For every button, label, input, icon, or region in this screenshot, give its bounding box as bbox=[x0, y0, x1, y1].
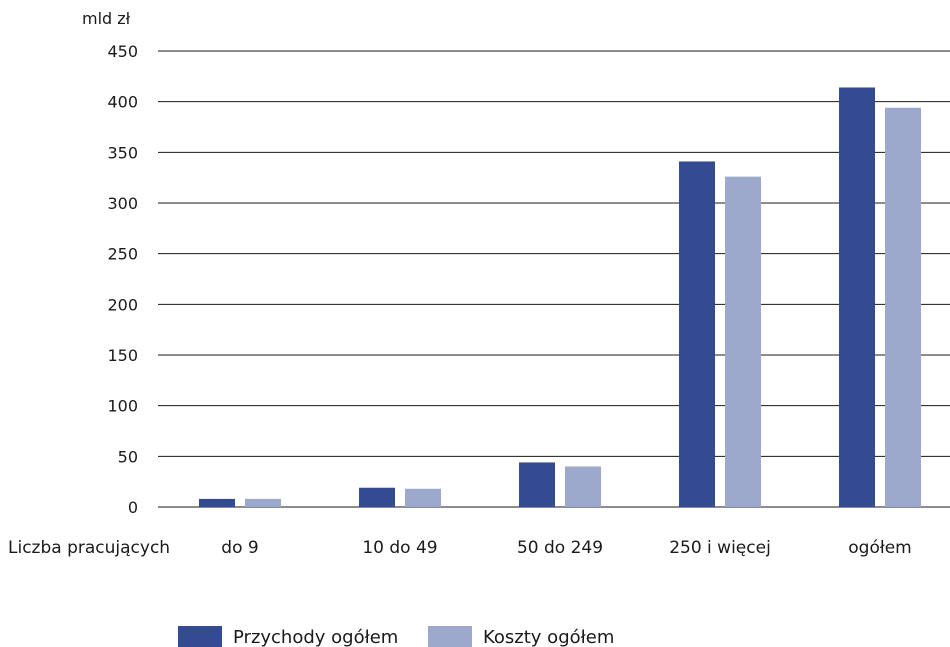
bar-przychody bbox=[839, 87, 875, 507]
legend-label: Koszty ogółem bbox=[483, 627, 614, 647]
x-tick-label: ogółem bbox=[848, 538, 911, 558]
bar-przychody bbox=[679, 161, 715, 507]
x-tick-label: do 9 bbox=[221, 538, 258, 558]
legend-swatch bbox=[428, 626, 472, 647]
y-tick-label: 350 bbox=[107, 143, 138, 162]
legend-label: Przychody ogółem bbox=[233, 627, 398, 647]
bar-koszty bbox=[885, 107, 921, 507]
y-tick-label: 450 bbox=[107, 42, 138, 61]
legend: Przychody ogółem Koszty ogółem bbox=[178, 626, 614, 647]
bar-koszty bbox=[245, 498, 281, 507]
y-tick-label: 300 bbox=[107, 194, 138, 213]
bar-przychody bbox=[199, 498, 235, 507]
y-axis-ticks: 0 50 100 150 200 250 300 350 400 450 bbox=[107, 42, 138, 517]
bar-przychody bbox=[359, 487, 395, 507]
category-labels: do 9 10 do 49 50 do 249 250 i więcej ogółem bbox=[221, 538, 911, 558]
y-tick-label: 200 bbox=[107, 295, 138, 314]
bar-koszty bbox=[405, 488, 441, 507]
bars bbox=[199, 87, 921, 508]
y-tick-label: 250 bbox=[107, 245, 138, 264]
y-tick-label: 100 bbox=[107, 397, 138, 416]
bar-koszty bbox=[725, 176, 761, 508]
y-tick-label: 0 bbox=[128, 498, 138, 517]
y-tick-label: 150 bbox=[107, 346, 138, 365]
bar-przychody bbox=[519, 462, 555, 507]
legend-swatch bbox=[178, 626, 222, 647]
gridlines bbox=[158, 50, 950, 508]
x-tick-label: 10 do 49 bbox=[362, 538, 437, 558]
y-tick-label: 400 bbox=[107, 93, 138, 112]
bar-koszty bbox=[565, 466, 601, 507]
x-tick-label: 250 i więcej bbox=[669, 538, 771, 558]
x-axis-label: Liczba pracujących bbox=[8, 538, 170, 558]
y-tick-label: 50 bbox=[118, 447, 138, 466]
y-axis-unit: mld zł bbox=[82, 9, 131, 28]
x-tick-label: 50 do 249 bbox=[517, 538, 603, 558]
